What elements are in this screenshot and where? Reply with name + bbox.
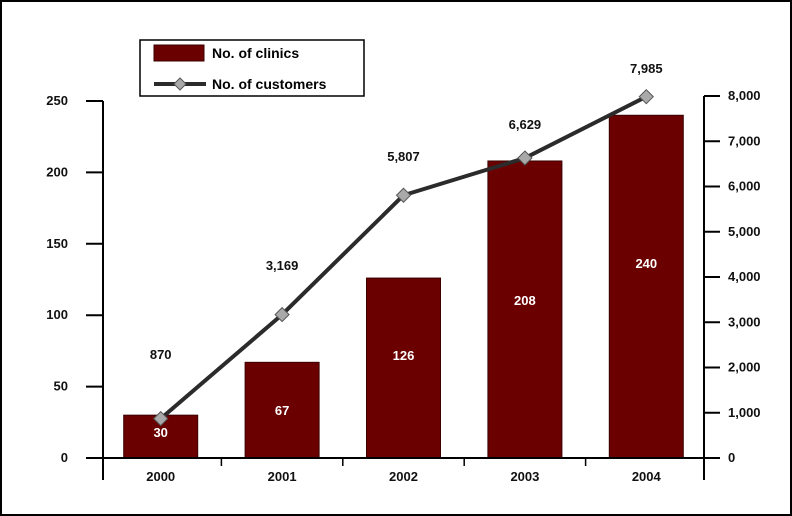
customers-point-2002 — [395, 187, 412, 203]
customers-point-2001 — [274, 306, 290, 323]
customers-point-2000 — [152, 410, 169, 427]
bars-layer — [123, 114, 684, 459]
right-tick-label-0: 0 — [728, 450, 735, 465]
left-tick-label-100: 100 — [46, 307, 68, 322]
customers-value-label-2002: 5,807 — [387, 149, 420, 164]
bar-2001 — [244, 361, 320, 459]
x-tick-label-2002: 2002 — [389, 469, 418, 484]
right-tick-label-4,000: 4,000 — [728, 269, 761, 284]
clinics-value-label-2004: 240 — [635, 256, 657, 271]
left-tick-label-0: 0 — [61, 450, 68, 465]
x-tick-label-2000: 2000 — [146, 469, 175, 484]
right-tick-label-8,000: 8,000 — [728, 88, 761, 103]
legend-line-label: No. of customers — [212, 76, 327, 92]
x-tick-label-2001: 2001 — [268, 469, 297, 484]
bar-2002 — [366, 277, 441, 459]
clinics-value-label-2002: 126 — [393, 348, 415, 363]
right-tick-label-1,000: 1,000 — [728, 405, 761, 420]
right-tick-label-5,000: 5,000 — [728, 224, 761, 239]
customers-point-2003 — [517, 150, 533, 166]
left-tick-label-200: 200 — [46, 164, 68, 179]
left-tick-label-50: 50 — [54, 379, 68, 394]
axes-layer: 0 50 100 150 200 250 0 1,000 2,000 3,000 4,000 5,00… — [46, 88, 760, 484]
customers-value-label-2000: 870 — [150, 347, 172, 362]
legend: No. of clinics No. of customers — [139, 39, 365, 97]
x-tick-label-2004: 2004 — [632, 469, 662, 484]
labels-layer: 30 67 126 208 240 870 3,169 5,807 6,629 7,985 — [150, 61, 663, 440]
clinics-value-label-2000: 30 — [153, 425, 167, 440]
bar-2003 — [487, 160, 563, 459]
left-tick-label-150: 150 — [46, 236, 68, 251]
right-tick-label-2,000: 2,000 — [728, 360, 761, 375]
clinics-value-label-2001: 67 — [275, 403, 289, 418]
left-tick-label-250: 250 — [46, 93, 68, 108]
customers-point-2004 — [638, 88, 655, 105]
right-tick-label-6,000: 6,000 — [728, 179, 761, 194]
customers-value-label-2001: 3,169 — [266, 258, 299, 273]
right-tick-label-7,000: 7,000 — [728, 133, 761, 148]
right-tick-label-3,000: 3,000 — [728, 314, 761, 329]
customers-value-label-2003: 6,629 — [509, 117, 542, 132]
x-tick-label-2003: 2003 — [510, 469, 539, 484]
customers-value-label-2004: 7,985 — [630, 61, 663, 76]
bar-2004 — [608, 114, 684, 459]
clinics-value-label-2003: 208 — [514, 293, 536, 308]
line-layer — [152, 88, 655, 427]
legend-bar-swatch — [153, 44, 205, 62]
legend-bars-label: No. of clinics — [212, 45, 299, 61]
legend-line-marker — [173, 77, 187, 91]
